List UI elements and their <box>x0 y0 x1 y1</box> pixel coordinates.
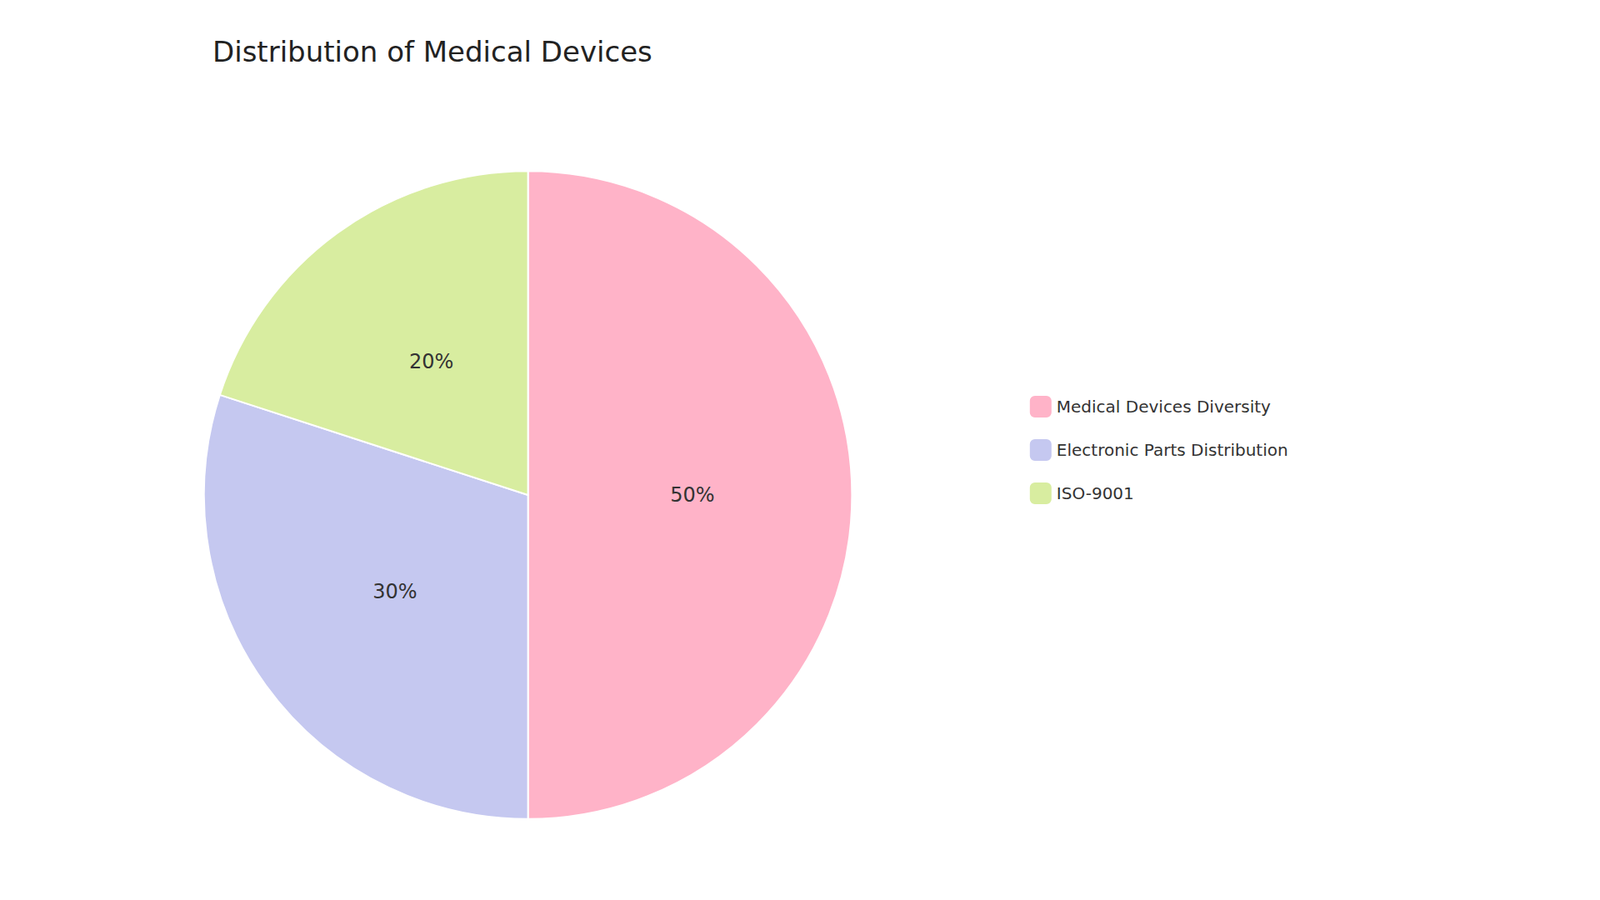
svg-text:ISO-9001: ISO-9001 <box>1056 483 1135 504</box>
svg-text:Distribution of Medical Device: Distribution of Medical Devices <box>212 35 653 69</box>
svg-text:30%: 30% <box>372 580 417 604</box>
svg-text:50%: 50% <box>670 483 715 507</box>
svg-text:Medical Devices Diversity: Medical Devices Diversity <box>1056 396 1271 417</box>
svg-text:20%: 20% <box>409 350 454 374</box>
svg-text:Electronic Parts Distribution: Electronic Parts Distribution <box>1056 440 1289 460</box>
